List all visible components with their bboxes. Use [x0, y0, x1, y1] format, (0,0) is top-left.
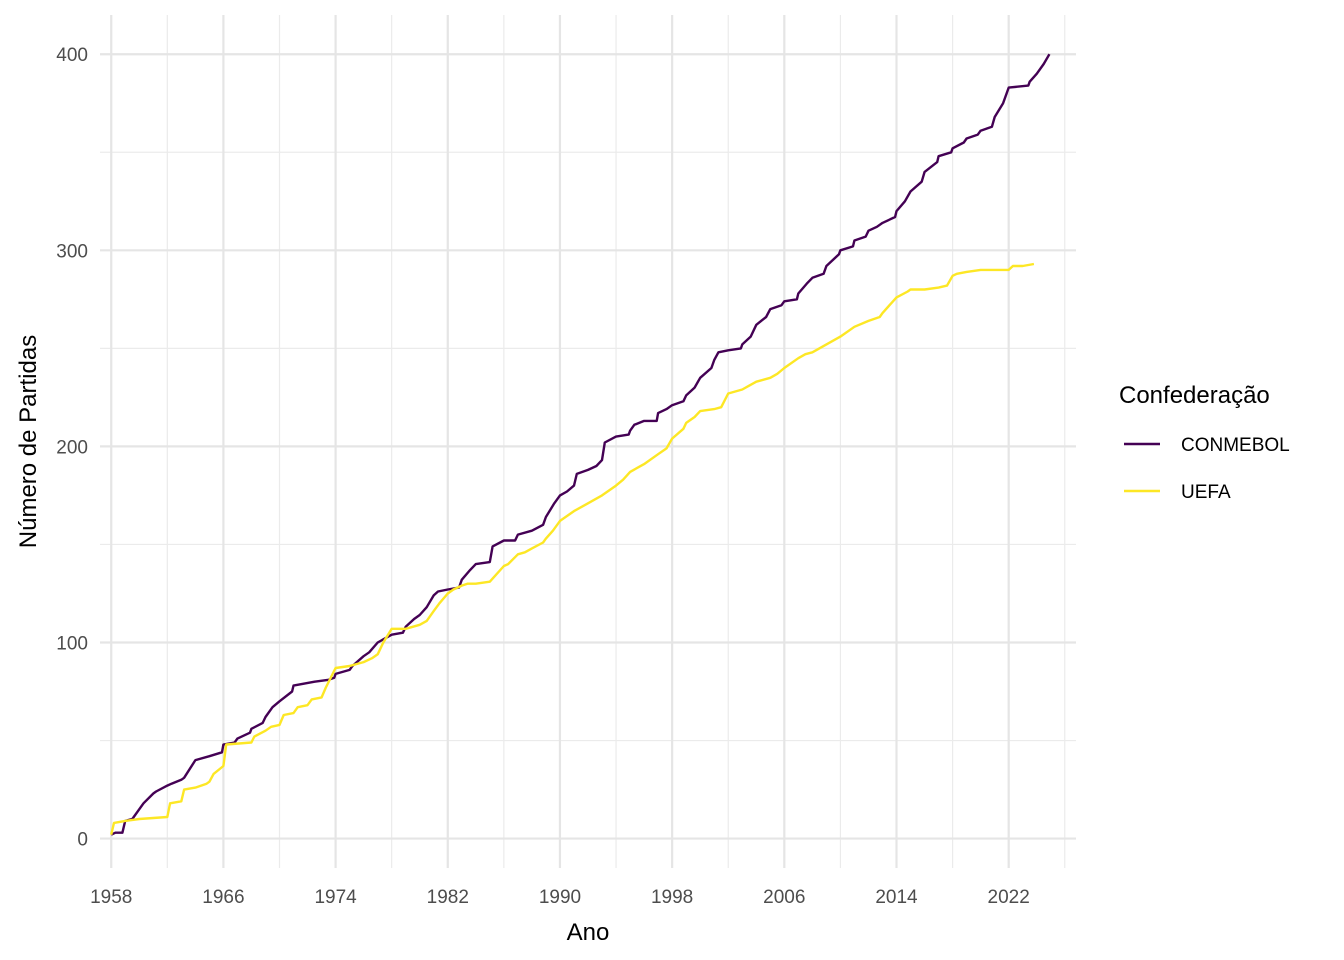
y-axis-title: Número de Partidas — [15, 335, 42, 548]
grid — [100, 15, 1076, 868]
y-tick-label: 100 — [56, 633, 88, 654]
y-tick-label: 300 — [56, 241, 88, 262]
legend-label-uefa: UEFA — [1181, 482, 1231, 503]
x-axis-ticks: 1958 1966 1974 1982 1990 1998 2006 2014 2022 — [90, 887, 1030, 908]
legend-items: CONMEBOL UEFA — [1124, 435, 1290, 503]
x-axis-title: Ano — [567, 919, 610, 946]
y-axis-ticks: 0 100 200 300 400 — [56, 45, 88, 850]
x-tick-label: 1974 — [314, 887, 357, 908]
x-tick-label: 2022 — [988, 887, 1030, 908]
series-line-conmebol — [110, 53, 1051, 836]
legend-label-conmebol: CONMEBOL — [1181, 435, 1290, 456]
x-tick-label: 1990 — [539, 887, 581, 908]
x-tick-label: 1982 — [427, 887, 469, 908]
y-tick-label: 400 — [56, 45, 88, 66]
series-lines — [110, 53, 1051, 836]
legend-title: Confederação — [1119, 382, 1270, 409]
x-tick-label: 1998 — [651, 887, 693, 908]
x-tick-label: 2006 — [763, 887, 805, 908]
x-tick-label: 1958 — [90, 887, 132, 908]
x-tick-label: 1966 — [202, 887, 244, 908]
y-tick-label: 0 — [77, 830, 88, 851]
series-line-uefa — [110, 262, 1035, 835]
y-tick-label: 200 — [56, 437, 88, 458]
x-tick-label: 2014 — [875, 887, 918, 908]
legend: Confederação CONMEBOL UEFA — [1119, 382, 1290, 503]
